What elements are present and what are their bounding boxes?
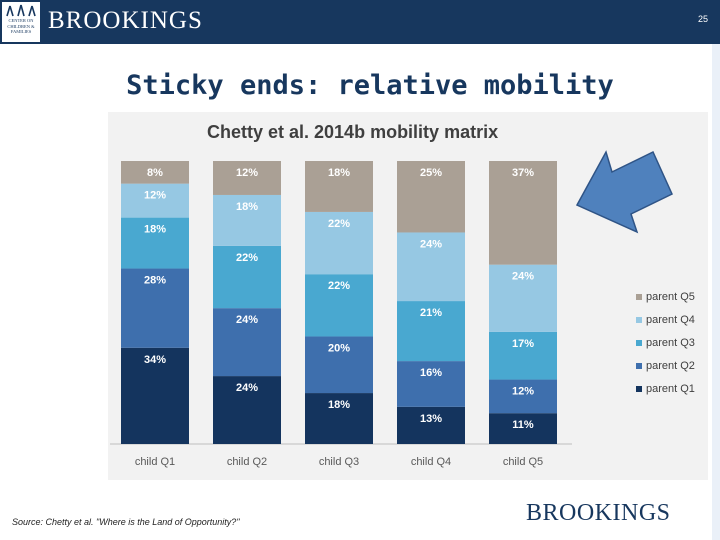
legend-swatch — [636, 294, 642, 300]
header-bar: CENTER ON CHILDREN & FAMILIES BROOKINGS … — [0, 0, 720, 44]
data-label: 24% — [420, 238, 442, 250]
x-tick-labels: child Q1 child Q2 child Q3 child Q4 child Q5 — [135, 456, 543, 468]
data-label: 13% — [420, 413, 442, 425]
bar-segment-parent-q1-child-q4 — [397, 406, 465, 444]
legend-swatch — [636, 340, 642, 346]
data-label: 8% — [147, 167, 163, 179]
data-label: 28% — [144, 275, 166, 287]
bar-segment-parent-q5-child-q1 — [121, 161, 189, 184]
bar-segment-parent-q3-child-q5 — [489, 331, 557, 380]
data-label: 11% — [512, 419, 534, 431]
bar-segment-parent-q3-child-q1 — [121, 217, 189, 269]
bar-segment-parent-q2-child-q5 — [489, 379, 557, 414]
bar-segment-parent-q2-child-q3 — [305, 336, 373, 394]
data-label: 24% — [236, 382, 258, 394]
bar-segment-parent-q2-child-q1 — [121, 268, 189, 348]
data-label: 22% — [236, 252, 258, 264]
bar-segment-parent-q4-child-q4 — [397, 232, 465, 302]
data-label: 34% — [144, 354, 166, 366]
slide-title: Sticky ends: relative mobility — [126, 70, 614, 101]
data-label: 12% — [144, 190, 166, 202]
bar-segment-parent-q5-child-q2 — [213, 161, 281, 195]
bar-segment-parent-q4-child-q5 — [489, 264, 557, 332]
page-number: 25 — [697, 14, 708, 24]
source-note: Source: Chetty et al. "Where is the Land… — [12, 517, 240, 527]
data-label: 37% — [512, 167, 534, 179]
chart-title: Chetty et al. 2014b mobility matrix — [207, 122, 499, 142]
x-tick-label: child Q3 — [319, 456, 359, 468]
data-label: 24% — [236, 314, 258, 326]
data-label: 21% — [420, 307, 442, 319]
legend-swatch — [636, 363, 642, 369]
data-label: 12% — [512, 386, 534, 398]
bar-segment-parent-q1-child-q1 — [121, 347, 189, 444]
ccf-logo: CENTER ON CHILDREN & FAMILIES — [2, 2, 40, 42]
legend: parent Q5 parent Q4 parent Q3 parent Q2 pare… — [636, 291, 695, 395]
data-label: 22% — [328, 280, 350, 292]
data-label: 22% — [328, 218, 350, 230]
bar-segment-parent-q1-child-q5 — [489, 413, 557, 444]
data-label: 16% — [420, 367, 442, 379]
logo-figures-icon — [6, 4, 36, 17]
x-tick-label: child Q2 — [227, 456, 267, 468]
legend-label: parent Q3 — [646, 337, 695, 349]
bar-segment-parent-q1-child-q2 — [213, 376, 281, 444]
legend-label: parent Q1 — [646, 383, 695, 395]
bar-segment-parent-q2-child-q2 — [213, 308, 281, 377]
bar-segment-parent-q2-child-q4 — [397, 361, 465, 407]
bar-segment-parent-q3-child-q4 — [397, 301, 465, 362]
brand-name: BROOKINGS — [48, 7, 203, 34]
logo-text: CENTER ON CHILDREN & FAMILIES — [7, 18, 35, 34]
right-edge-strip — [712, 44, 720, 540]
data-label: 18% — [236, 201, 258, 213]
data-label: 18% — [328, 399, 350, 411]
bar-segment-parent-q3-child-q2 — [213, 245, 281, 309]
data-label: 18% — [144, 224, 166, 236]
legend-swatch — [636, 317, 642, 323]
bar-segment-parent-q5-child-q3 — [305, 161, 373, 212]
bar-segment-parent-q4-child-q2 — [213, 194, 281, 246]
bar-segment-parent-q5-child-q5 — [489, 161, 557, 265]
data-label: 18% — [328, 167, 350, 179]
bar-segment-parent-q4-child-q3 — [305, 211, 373, 275]
x-tick-label: child Q5 — [503, 456, 543, 468]
legend-label: parent Q2 — [646, 360, 695, 372]
x-tick-label: child Q1 — [135, 456, 175, 468]
bars-group: 34% 28% 18% 12% 8% 24% 24% 22% 18% 12% 18% 20% 22% 22… — [121, 161, 557, 444]
legend-swatch — [636, 386, 642, 392]
bar-segment-parent-q1-child-q3 — [305, 393, 373, 444]
bar-segment-parent-q4-child-q1 — [121, 183, 189, 218]
data-label: 20% — [328, 342, 350, 354]
bar-segment-parent-q3-child-q3 — [305, 274, 373, 337]
bar-segment-parent-q5-child-q4 — [397, 161, 465, 233]
legend-label: parent Q4 — [646, 314, 695, 326]
data-label: 24% — [512, 271, 534, 283]
data-label: 17% — [512, 338, 534, 350]
data-label: 25% — [420, 167, 442, 179]
legend-label: parent Q5 — [646, 291, 695, 303]
footer-brand: BROOKINGS — [526, 500, 671, 526]
data-label: 12% — [236, 167, 258, 179]
pointer-arrow-icon — [575, 150, 673, 234]
x-tick-label: child Q4 — [411, 456, 451, 468]
